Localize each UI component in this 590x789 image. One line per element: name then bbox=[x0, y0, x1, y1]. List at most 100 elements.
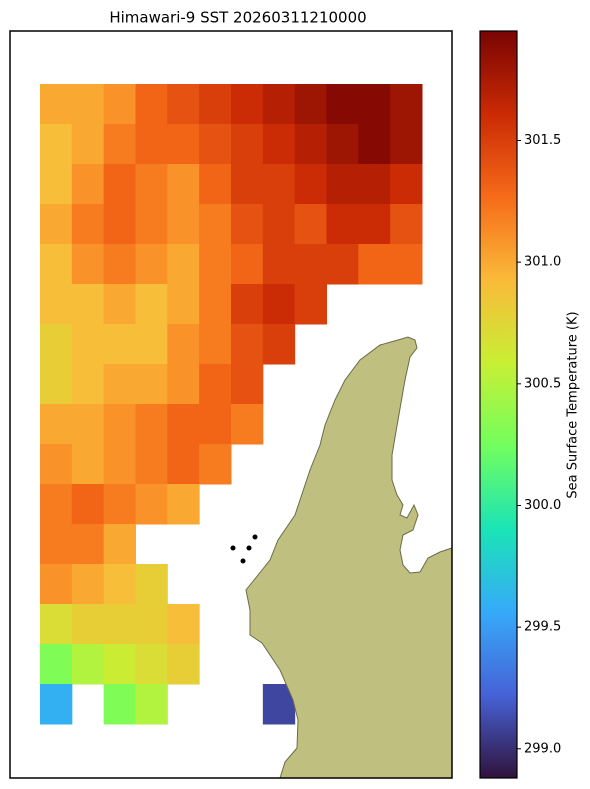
sst-cell bbox=[294, 204, 327, 245]
sst-cell bbox=[135, 404, 168, 445]
sst-cell bbox=[167, 644, 200, 685]
sst-cell bbox=[40, 404, 73, 445]
sst-cell bbox=[135, 684, 168, 725]
sst-cell bbox=[390, 164, 423, 205]
sst-cell bbox=[199, 404, 232, 445]
sst-cell bbox=[231, 244, 264, 285]
sst-cell bbox=[167, 444, 200, 485]
sst-cell bbox=[135, 604, 168, 645]
colorbar-tick-label: 300.0 bbox=[524, 498, 561, 513]
sst-cell bbox=[358, 84, 391, 125]
sst-cell bbox=[390, 124, 423, 165]
sst-cell bbox=[294, 244, 327, 285]
sst-cell bbox=[71, 524, 105, 565]
sst-cell bbox=[358, 164, 391, 205]
sst-cell bbox=[71, 84, 105, 125]
sst-cell bbox=[199, 124, 232, 165]
sst-cell bbox=[71, 564, 105, 605]
sst-cell bbox=[103, 684, 136, 725]
sst-cell bbox=[103, 644, 136, 685]
sst-cell bbox=[135, 444, 168, 485]
sst-cell bbox=[40, 164, 73, 205]
sst-cell bbox=[262, 284, 296, 325]
sst-cell bbox=[326, 164, 359, 205]
sst-cell bbox=[71, 324, 105, 365]
station-dot bbox=[230, 545, 236, 551]
sst-cell bbox=[390, 244, 423, 285]
sst-cell bbox=[167, 204, 200, 245]
sst-cell bbox=[326, 124, 359, 165]
sst-cell bbox=[199, 284, 232, 325]
colorbar-tick-label: 299.0 bbox=[524, 741, 561, 756]
sst-cell bbox=[262, 124, 296, 165]
sst-cell bbox=[40, 644, 73, 685]
sst-cell bbox=[71, 284, 105, 325]
sst-cell bbox=[167, 404, 200, 445]
colorbar-label: Sea Surface Temperature (K) bbox=[566, 311, 581, 498]
sst-cell bbox=[231, 284, 264, 325]
sst-cell bbox=[135, 364, 168, 405]
sst-cell bbox=[231, 404, 264, 445]
sst-cell bbox=[103, 124, 136, 165]
sst-cell bbox=[231, 364, 264, 405]
station-dot bbox=[240, 558, 246, 564]
sst-cell bbox=[262, 244, 296, 285]
sst-cell bbox=[71, 124, 105, 165]
sst-cell bbox=[135, 564, 168, 605]
sst-cell bbox=[135, 124, 168, 165]
sst-cell bbox=[199, 204, 232, 245]
sst-cell bbox=[40, 684, 73, 725]
sst-cell bbox=[294, 124, 327, 165]
colorbar-tick-label: 301.0 bbox=[524, 255, 561, 270]
sst-cell bbox=[231, 84, 264, 125]
sst-cell bbox=[135, 244, 168, 285]
sst-cell bbox=[199, 164, 232, 205]
sst-cell bbox=[40, 364, 73, 405]
sst-cell bbox=[135, 324, 168, 365]
sst-cell bbox=[103, 524, 136, 565]
sst-cell bbox=[103, 284, 136, 325]
sst-cell bbox=[231, 204, 264, 245]
sst-cell bbox=[358, 124, 391, 165]
sst-cell bbox=[71, 444, 105, 485]
sst-cell bbox=[40, 324, 73, 365]
colorbar bbox=[479, 30, 518, 779]
sst-cell bbox=[326, 204, 359, 245]
sst-cell bbox=[40, 604, 73, 645]
sst-cell bbox=[326, 244, 359, 285]
sst-cell bbox=[199, 324, 232, 365]
sst-cell bbox=[167, 124, 200, 165]
sst-cell bbox=[199, 444, 232, 485]
sst-cell bbox=[167, 324, 200, 365]
sst-cell bbox=[294, 164, 327, 205]
sst-cell bbox=[135, 204, 168, 245]
sst-cell bbox=[167, 364, 200, 405]
sst-cell bbox=[103, 404, 136, 445]
sst-cell bbox=[199, 364, 232, 405]
sst-cell bbox=[40, 484, 73, 525]
sst-cell bbox=[326, 84, 359, 125]
sst-cell bbox=[71, 364, 105, 405]
sst-cell bbox=[40, 524, 73, 565]
land bbox=[245, 336, 453, 779]
sst-cell bbox=[40, 284, 73, 325]
sst-cell bbox=[40, 84, 73, 125]
colorbar-tick-label: 301.5 bbox=[524, 133, 561, 148]
sst-cell bbox=[167, 284, 200, 325]
sst-cell bbox=[167, 164, 200, 205]
sst-cell bbox=[40, 564, 73, 605]
sst-cell bbox=[103, 164, 136, 205]
sst-cell bbox=[71, 244, 105, 285]
station-dot bbox=[252, 534, 258, 540]
sst-cell bbox=[103, 564, 136, 605]
sst-cell bbox=[103, 84, 136, 125]
sst-cell bbox=[231, 124, 264, 165]
colorbar-tick-label: 300.5 bbox=[524, 376, 561, 391]
sst-cell bbox=[40, 204, 73, 245]
sst-cell bbox=[103, 484, 136, 525]
sst-cell bbox=[358, 244, 391, 285]
sst-cell bbox=[231, 164, 264, 205]
sst-cell bbox=[71, 484, 105, 525]
colorbar-tick-label: 299.5 bbox=[524, 620, 561, 635]
